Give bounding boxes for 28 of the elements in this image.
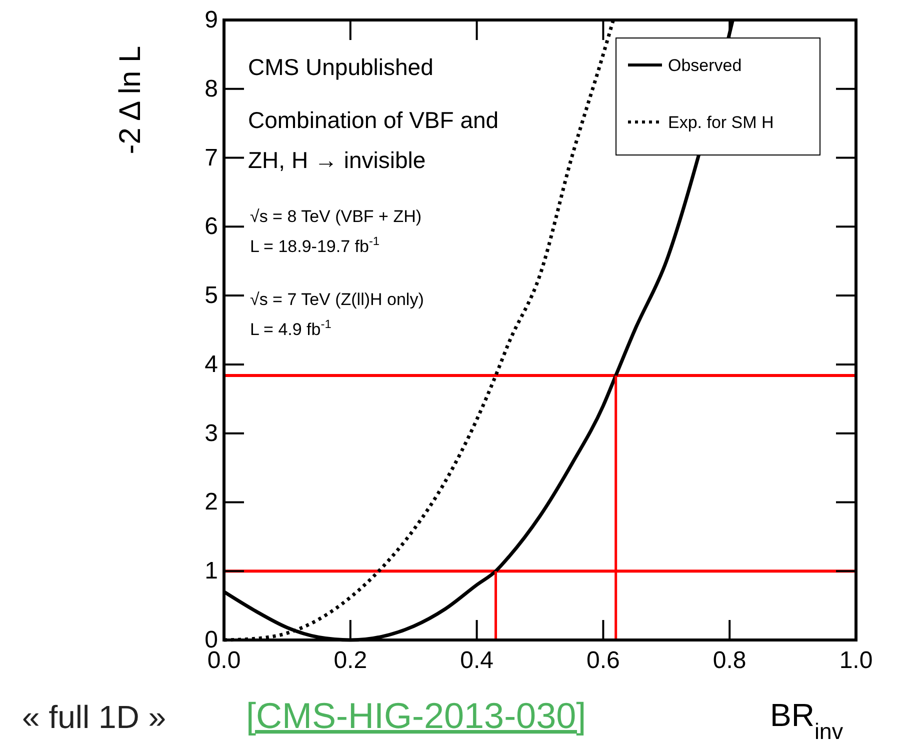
annotation: √s = 8 TeV (VBF + ZH) <box>250 207 422 226</box>
x-tick-label: 1.0 <box>839 647 873 674</box>
y-tick-label: 9 <box>204 6 218 34</box>
x-tick-label: 0.4 <box>460 647 494 674</box>
x-axis-title: BR$_{inv}$ <box>770 697 844 740</box>
y-axis-title: -2 Δ ln L <box>114 46 147 154</box>
legend-label: Exp. for SM H <box>668 113 774 132</box>
annotation: L = 18.9-19.7 fb$^{-1}$ <box>250 234 380 256</box>
y-tick-label: 1 <box>204 558 218 585</box>
annotation: ZH, H → invisible <box>248 147 426 173</box>
annotation: Combination of VBF and <box>248 107 499 133</box>
x-tick-label: 0.8 <box>712 647 746 674</box>
x-tick-label: 0.6 <box>586 647 620 674</box>
y-tick-label: 8 <box>204 75 218 102</box>
annotation: CMS Unpublished <box>248 54 434 80</box>
y-tick-label: 3 <box>204 420 218 447</box>
text: [CMS-HIG-2013-030] <box>246 695 586 736</box>
text: « full 1D » <box>22 699 166 735</box>
annotation: L = 4.9 fb$^{-1}$ <box>250 317 332 339</box>
x-tick-label: 0.2 <box>334 647 368 674</box>
x-tick-label: 0.0 <box>207 647 241 674</box>
y-tick-label: 4 <box>204 350 218 378</box>
y-tick-label: 5 <box>204 282 218 310</box>
y-tick-label: 7 <box>204 144 218 172</box>
y-tick-label: 2 <box>204 488 218 516</box>
y-tick-label: 6 <box>204 213 218 240</box>
legend-label: Observed <box>668 56 742 75</box>
annotation: √s = 7 TeV (Z(ll)H only) <box>250 290 424 309</box>
